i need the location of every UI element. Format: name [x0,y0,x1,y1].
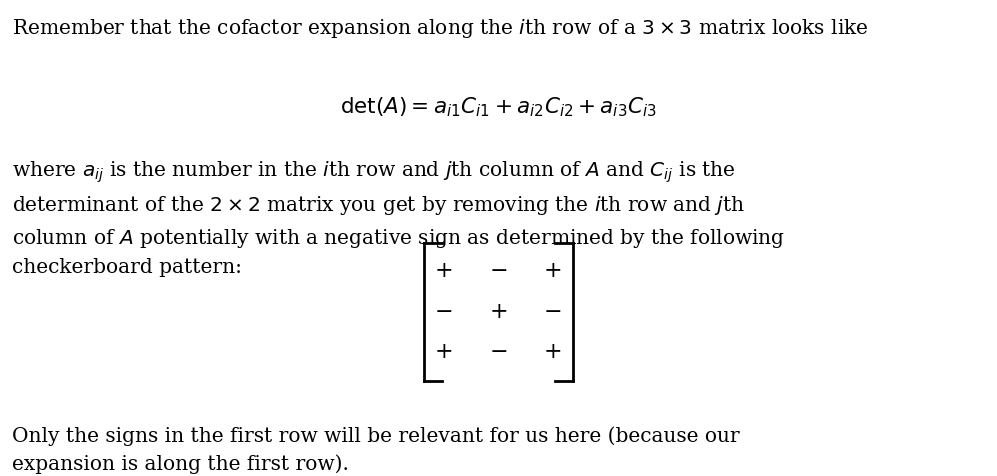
Text: −: − [490,341,507,363]
Text: where $a_{ij}$ is the number in the $i$th row and $j$th column of $A$ and $C_{ij: where $a_{ij}$ is the number in the $i$t… [12,159,786,277]
Text: −: − [544,301,562,323]
Text: −: − [435,301,453,323]
Text: −: − [490,260,507,282]
Text: +: + [544,260,562,282]
Text: +: + [490,301,507,323]
Text: +: + [544,341,562,363]
Text: $\det(A) = a_{i1}C_{i1} + a_{i2}C_{i2} + a_{i3}C_{i3}$: $\det(A) = a_{i1}C_{i1} + a_{i2}C_{i2} +… [340,95,657,119]
Text: +: + [435,260,453,282]
Text: Only the signs in the first row will be relevant for us here (because our
expans: Only the signs in the first row will be … [12,426,740,474]
Text: Remember that the cofactor expansion along the $i$th row of a $3 \times 3$ matri: Remember that the cofactor expansion alo… [12,17,868,40]
Text: +: + [435,341,453,363]
